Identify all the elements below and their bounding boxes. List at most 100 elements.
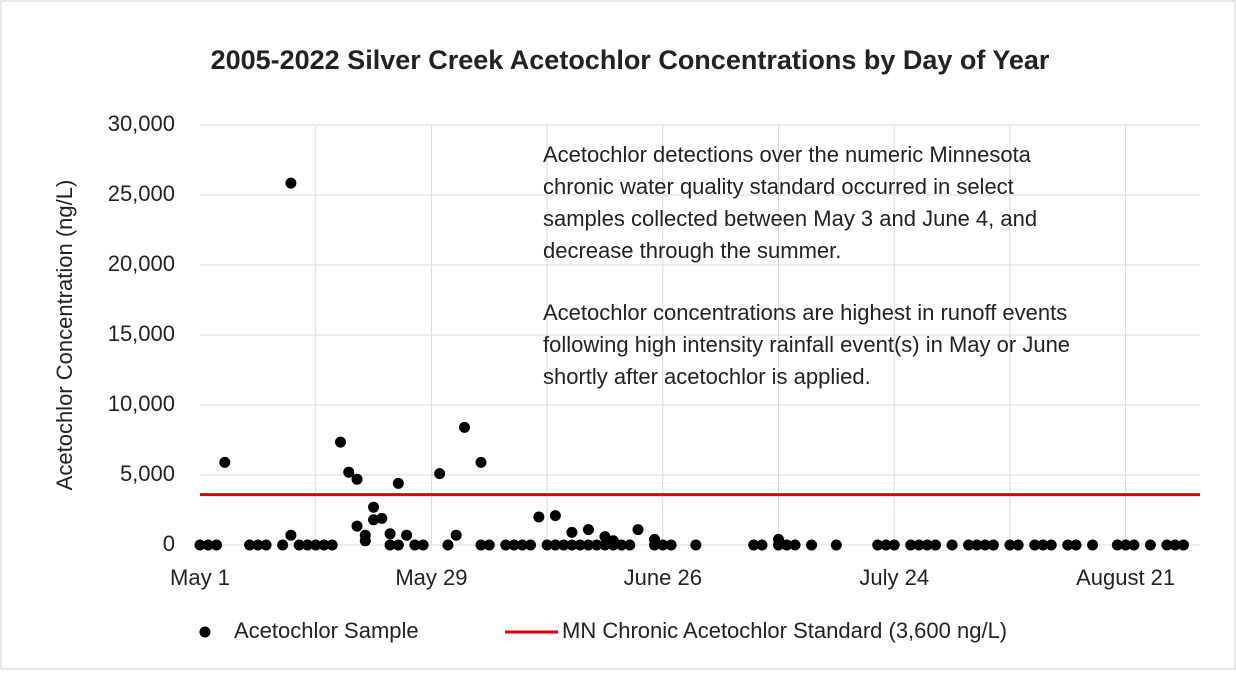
point	[541, 539, 553, 551]
point	[748, 539, 760, 551]
point	[632, 524, 644, 536]
point	[979, 539, 991, 551]
point	[971, 539, 983, 551]
point	[301, 539, 313, 551]
annotation: following high intensity rainfall event(…	[543, 332, 1070, 357]
point	[475, 539, 487, 551]
point	[376, 512, 388, 524]
x-tick-label: May 29	[395, 565, 467, 590]
point	[500, 539, 512, 551]
point	[450, 529, 462, 541]
y-tick-label: 15,000	[108, 321, 175, 346]
point	[1070, 539, 1082, 551]
point	[880, 539, 892, 551]
point	[1045, 539, 1057, 551]
point	[533, 511, 545, 523]
point	[649, 539, 661, 551]
point	[351, 473, 363, 485]
point	[285, 529, 297, 541]
point	[690, 539, 702, 551]
point	[211, 539, 223, 551]
point	[343, 466, 355, 478]
point	[789, 539, 801, 551]
point	[913, 539, 925, 551]
point	[318, 539, 330, 551]
point	[558, 539, 570, 551]
point	[293, 539, 305, 551]
point	[582, 524, 594, 536]
point	[401, 529, 413, 541]
point	[1062, 539, 1074, 551]
point	[417, 539, 429, 551]
point	[351, 520, 363, 532]
point	[277, 539, 289, 551]
point	[219, 456, 231, 468]
legend-label: Acetochlor Sample	[234, 618, 419, 643]
point	[334, 436, 346, 448]
point	[458, 421, 470, 433]
point	[963, 539, 975, 551]
y-tick-label: 10,000	[108, 391, 175, 416]
point	[434, 468, 446, 480]
y-axis-label: Acetochlor Concentration (ng/L)	[52, 180, 77, 491]
point	[888, 539, 900, 551]
point	[1037, 539, 1049, 551]
point	[946, 539, 958, 551]
y-tick-label: 20,000	[108, 251, 175, 276]
point	[516, 539, 528, 551]
point	[525, 539, 537, 551]
point	[1012, 539, 1024, 551]
legend-marker	[199, 626, 211, 638]
point	[244, 539, 256, 551]
point	[756, 539, 768, 551]
annotation: chronic water quality standard occurred …	[543, 174, 1014, 199]
point	[483, 539, 495, 551]
x-tick-label: July 24	[859, 565, 929, 590]
point	[392, 539, 404, 551]
point	[384, 528, 396, 540]
point	[1111, 539, 1123, 551]
point	[252, 539, 264, 551]
x-tick-label: June 26	[624, 565, 702, 590]
point	[260, 539, 272, 551]
y-tick-label: 5,000	[120, 461, 175, 486]
point	[781, 539, 793, 551]
point	[409, 539, 421, 551]
point	[549, 539, 561, 551]
point	[773, 539, 785, 551]
point	[194, 539, 206, 551]
point	[599, 531, 611, 543]
point	[566, 539, 578, 551]
annotation: decrease through the summer.	[543, 238, 841, 263]
point	[1087, 539, 1099, 551]
point	[310, 539, 322, 551]
point	[987, 539, 999, 551]
point	[582, 539, 594, 551]
point	[508, 539, 520, 551]
point	[1120, 539, 1132, 551]
point	[326, 539, 338, 551]
point	[591, 539, 603, 551]
chart-title: 2005-2022 Silver Creek Acetochlor Concen…	[211, 45, 1050, 75]
point	[549, 510, 561, 522]
x-tick-label: August 21	[1076, 565, 1175, 590]
point	[1177, 539, 1189, 551]
point	[384, 539, 396, 551]
y-tick-label: 25,000	[108, 181, 175, 206]
point	[1144, 539, 1156, 551]
point	[665, 539, 677, 551]
point	[930, 539, 942, 551]
point	[566, 526, 578, 538]
point	[285, 177, 297, 189]
y-tick-label: 30,000	[108, 111, 175, 136]
point	[905, 539, 917, 551]
point	[657, 539, 669, 551]
point	[202, 539, 214, 551]
point	[872, 539, 884, 551]
point	[574, 539, 586, 551]
x-tick-label: May 1	[170, 565, 230, 590]
point	[368, 501, 380, 513]
point	[921, 539, 933, 551]
point	[830, 539, 842, 551]
